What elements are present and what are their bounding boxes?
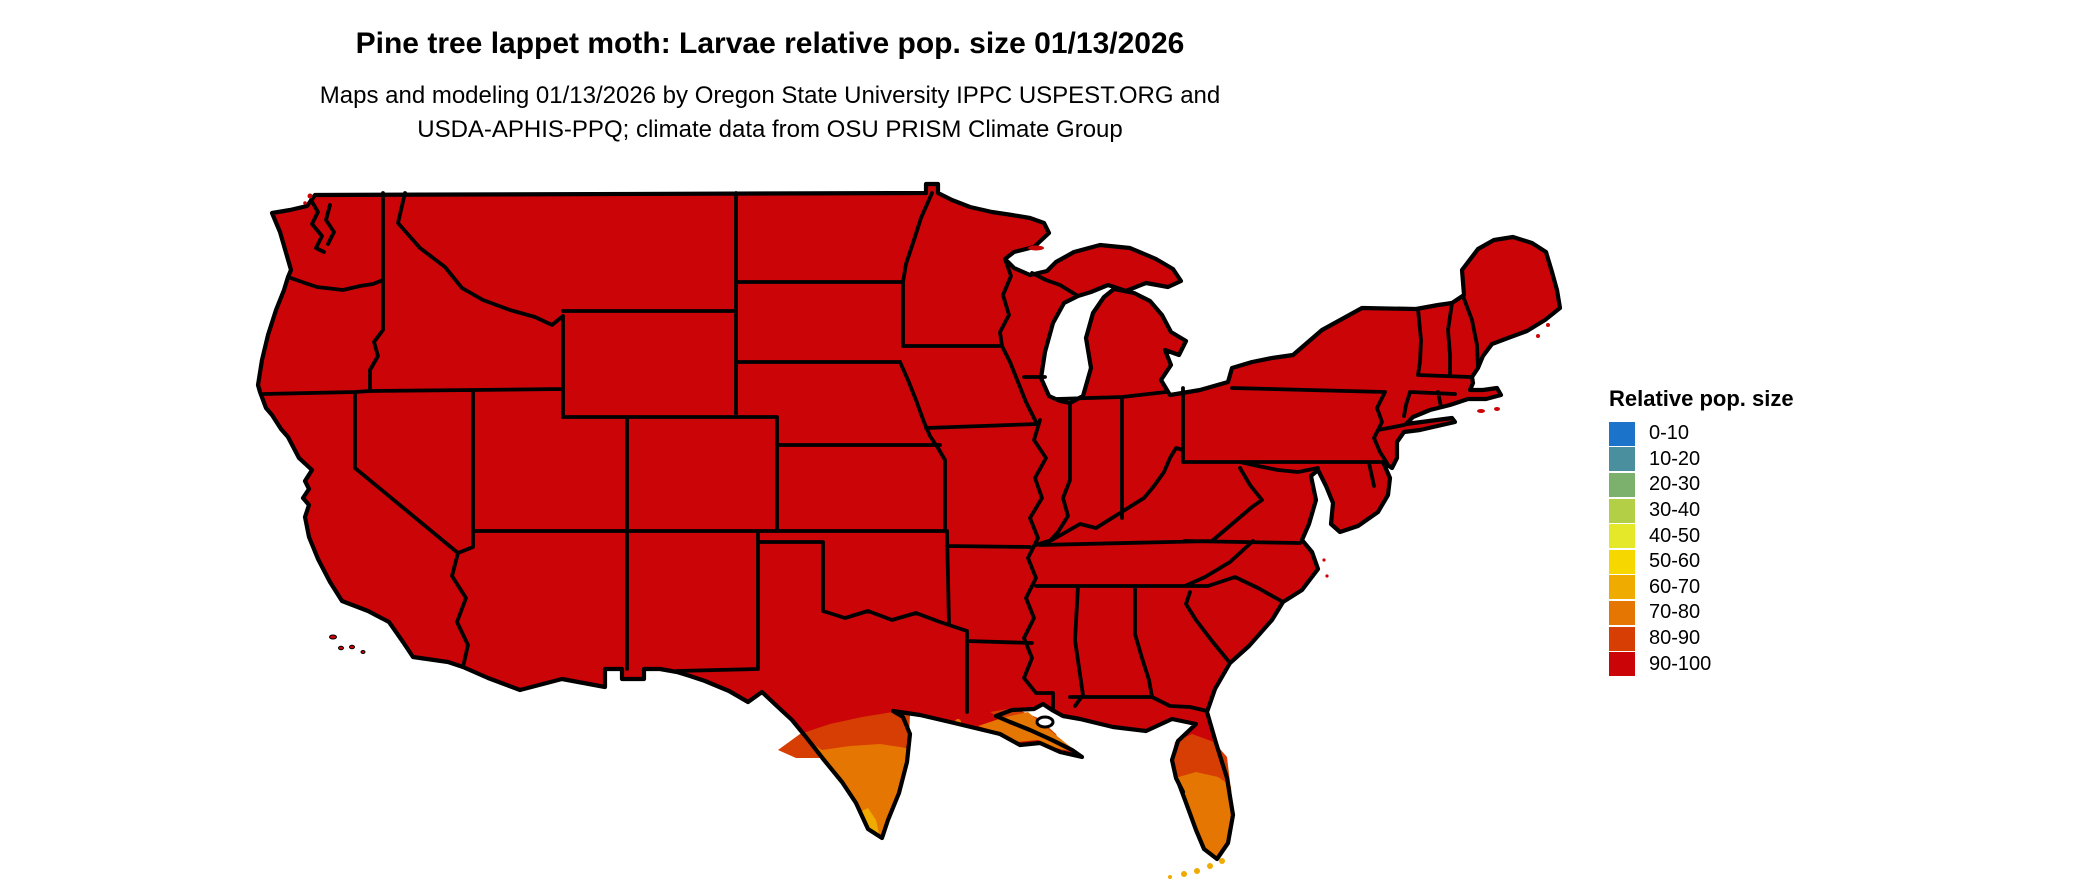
legend-row: 0-10: [1609, 421, 1794, 447]
outer-banks-islet: [1322, 558, 1326, 562]
figure-title: Pine tree lappet moth: Larvae relative p…: [355, 27, 1185, 60]
state-borders: [262, 191, 1480, 714]
map-legend: Relative pop. size 0-10 10-20 20-30 30-4…: [1609, 386, 1794, 677]
legend-row: 40-50: [1609, 523, 1794, 549]
maine-coast-islet: [1536, 334, 1540, 338]
legend-label: 20-30: [1649, 473, 1701, 496]
figure-subtitle: Maps and modeling 01/13/2026 by Oregon S…: [0, 79, 1540, 147]
legend-label: 0-10: [1649, 422, 1690, 445]
legend-label: 60-70: [1649, 575, 1701, 598]
san-juan-island-dot: [303, 201, 307, 205]
legend-label: 90-100: [1649, 652, 1712, 675]
san-juan-island-dot: [307, 193, 313, 199]
legend-label: 30-40: [1649, 499, 1701, 522]
legend-swatch: [1609, 421, 1635, 446]
maine-coast-islet: [1546, 323, 1550, 327]
legend-swatch: [1609, 524, 1635, 549]
legend-row: 50-60: [1609, 549, 1794, 575]
legend-row: 60-70: [1609, 575, 1794, 601]
marthas-vineyard: [1477, 409, 1485, 413]
legend-row: 80-90: [1609, 626, 1794, 652]
legend-label: 70-80: [1649, 601, 1701, 624]
legend-swatch: [1609, 626, 1635, 651]
region-south-florida-70-80: [1175, 772, 1233, 859]
channel-island: [338, 645, 344, 651]
nantucket: [1494, 407, 1500, 411]
region-south-texas-70-80: [806, 739, 907, 838]
figure-subtitle-line2: USDA-APHIS-PPQ; climate data from OSU PR…: [417, 116, 1123, 143]
legend-row: 30-40: [1609, 498, 1794, 524]
legend-swatch: [1609, 447, 1635, 472]
legend-items: 0-10 10-20 20-30 30-40 40-50 50-60 60-70…: [1609, 421, 1794, 677]
figure-subtitle-line1: Maps and modeling 01/13/2026 by Oregon S…: [319, 82, 1221, 109]
legend-swatch: [1609, 575, 1635, 600]
small-islands: [303, 193, 1550, 654]
legend-swatch: [1609, 600, 1635, 625]
lake-pontchartrain: [1035, 715, 1055, 729]
us-landmass-fill: [258, 184, 1560, 859]
isle-royale: [1028, 245, 1044, 251]
figure-header: Pine tree lappet moth: Larvae relative p…: [0, 0, 1540, 147]
legend-row: 20-30: [1609, 472, 1794, 498]
legend-label: 10-20: [1649, 447, 1701, 470]
legend-title: Relative pop. size: [1609, 386, 1794, 411]
channel-island: [360, 650, 366, 654]
legend-swatch: [1609, 652, 1635, 677]
channel-island: [349, 644, 355, 650]
legend-row: 10-20: [1609, 447, 1794, 473]
us-risk-map: [255, 181, 1563, 879]
outer-banks-islet: [1325, 574, 1329, 578]
low-population-overlays: [778, 708, 1233, 879]
legend-swatch: [1609, 472, 1635, 497]
legend-swatch: [1609, 549, 1635, 574]
channel-island: [329, 634, 337, 640]
legend-row: 70-80: [1609, 600, 1794, 626]
legend-label: 40-50: [1649, 524, 1701, 547]
region-florida-keys-60-70: [1168, 858, 1225, 879]
region-south-texas-tip-60-70: [860, 808, 880, 838]
legend-swatch: [1609, 498, 1635, 523]
legend-row: 90-100: [1609, 651, 1794, 677]
legend-label: 80-90: [1649, 627, 1701, 650]
legend-label: 50-60: [1649, 550, 1701, 573]
